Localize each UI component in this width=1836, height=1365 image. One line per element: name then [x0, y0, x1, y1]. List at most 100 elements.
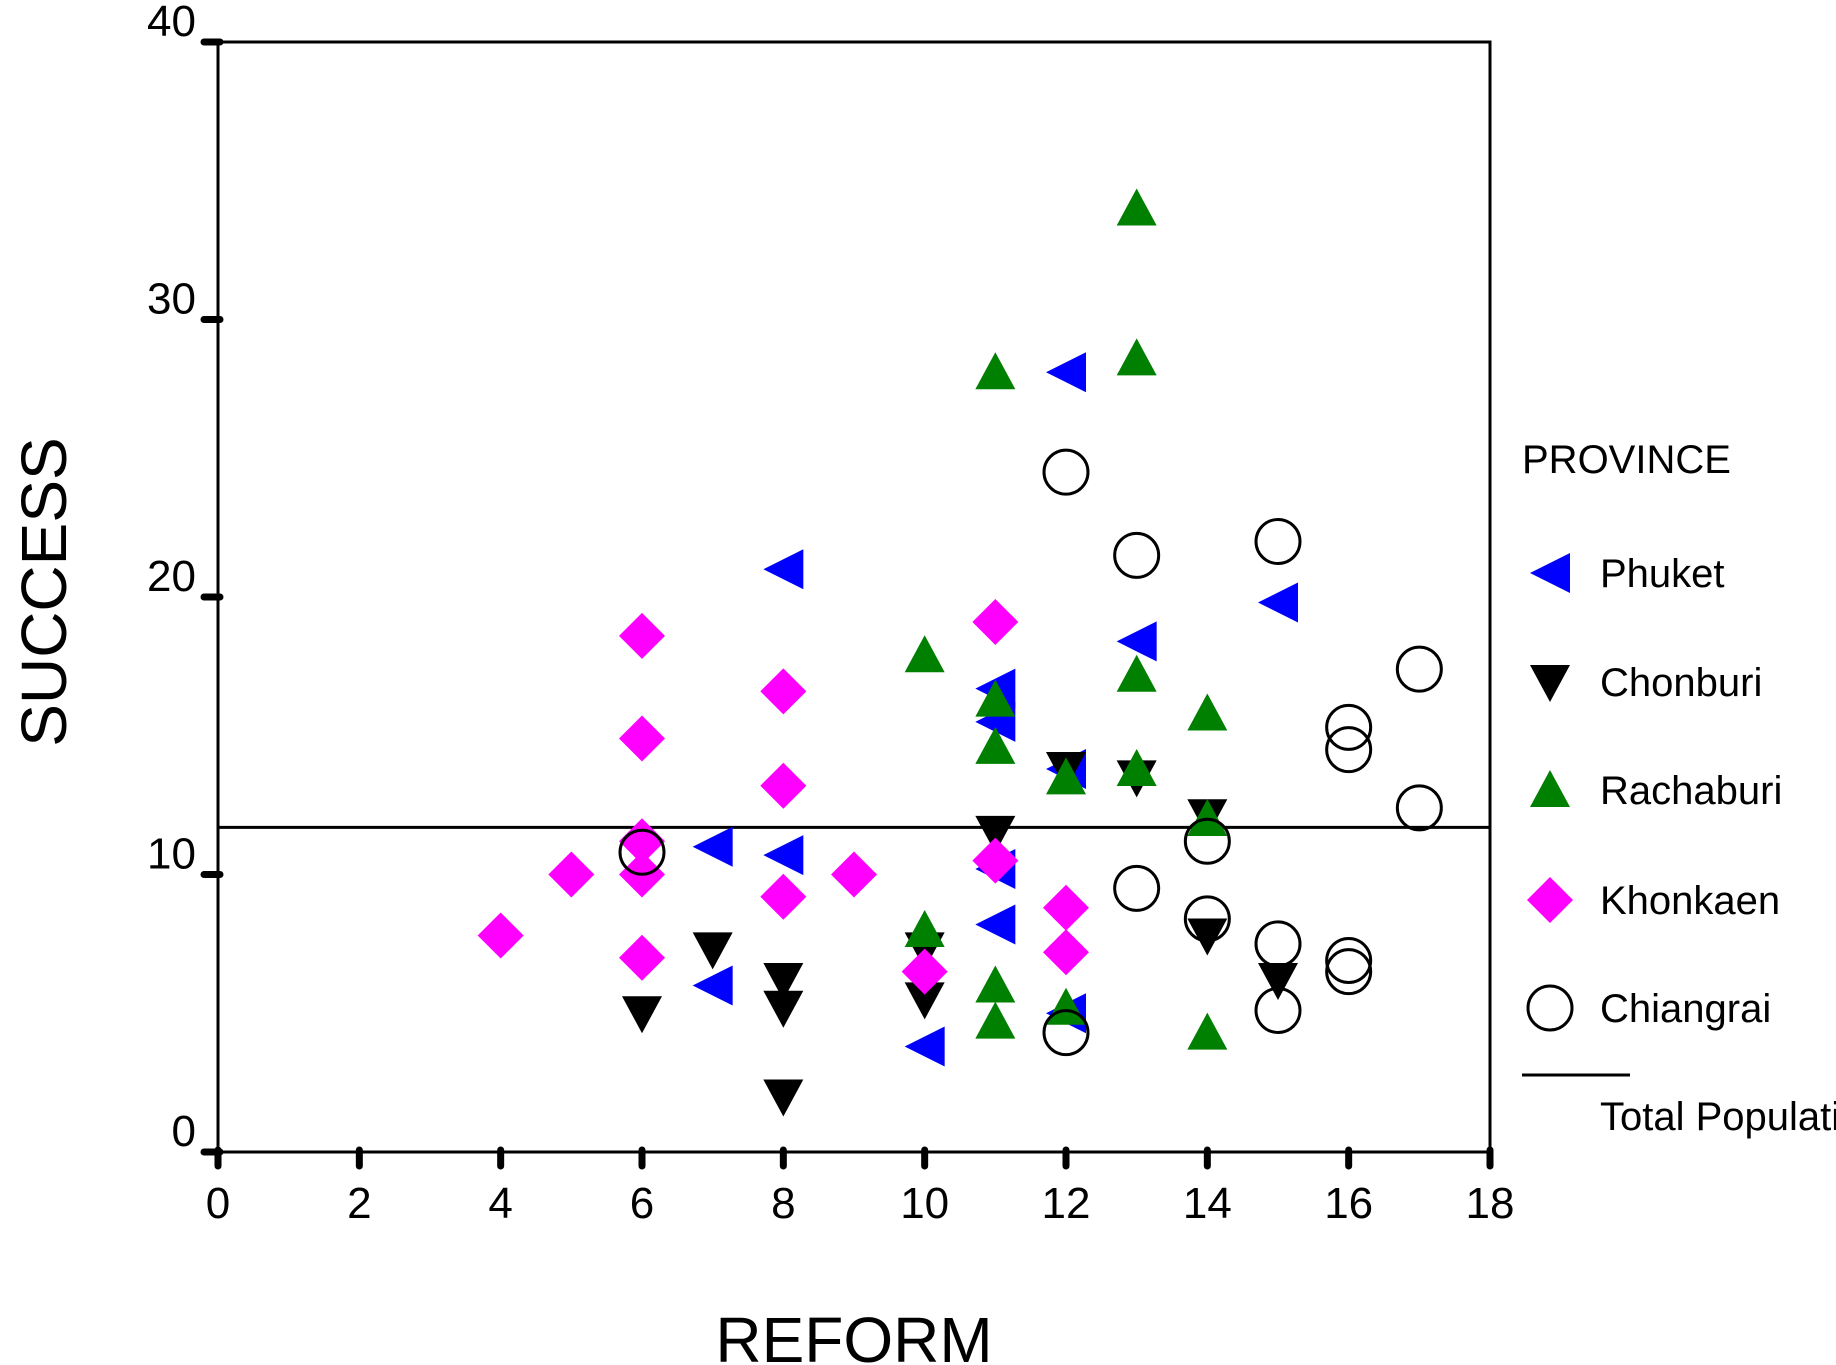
- phuket-point: [1046, 352, 1086, 393]
- legend-marker-chonburi: [1530, 665, 1570, 702]
- khonkaen-point: [760, 873, 807, 920]
- y-tick-label: 30: [147, 275, 196, 324]
- data-points: [477, 188, 1443, 1117]
- rachaburi-point: [1116, 749, 1157, 787]
- y-axis-title: SUCCESS: [8, 437, 80, 746]
- rachaburi-point: [1116, 654, 1157, 692]
- chiangrai-point: [1325, 948, 1373, 996]
- chiangrai-point: [1325, 726, 1373, 774]
- legend-label-rachaburi: Rachaburi: [1600, 769, 1782, 813]
- legend-marker-chiangrai: [1526, 984, 1574, 1032]
- legend: PROVINCE Phuket Chonburi Rachaburi Khonkaen…: [1522, 438, 1836, 1139]
- y-axis-ticks: 0 10 20 30 40: [147, 0, 224, 1156]
- rachaburi-point: [1116, 188, 1157, 226]
- x-axis-ticks: 0 2 4 6 8 10 12 14 16 18: [206, 1146, 1515, 1228]
- phuket-point: [975, 904, 1016, 945]
- phuket-point: [904, 1026, 945, 1067]
- plot-frame: [216, 40, 1492, 1154]
- legend-label-chiangrai: Chiangrai: [1600, 987, 1771, 1031]
- rachaburi-point: [1187, 1012, 1228, 1050]
- phuket-point: [1258, 582, 1298, 623]
- legend-label-chonburi: Chonburi: [1600, 661, 1762, 705]
- khonkaen-point: [548, 851, 595, 898]
- chonburi-point: [1258, 962, 1298, 1000]
- x-axis-title: REFORM: [715, 1304, 992, 1365]
- chiangrai-point: [1042, 448, 1090, 496]
- x-tick-label: 12: [1042, 1179, 1091, 1228]
- legend-marker-rachaburi: [1530, 770, 1570, 807]
- legend-label-khonkaen: Khonkaen: [1600, 879, 1780, 923]
- rachaburi-point: [1046, 757, 1086, 795]
- khonkaen-point: [477, 912, 524, 959]
- plot-border: [216, 40, 1492, 1154]
- khonkaen-point: [901, 948, 948, 995]
- khonkaen-point: [1043, 929, 1089, 976]
- y-tick-label: 20: [147, 552, 196, 601]
- khonkaen-point: [972, 598, 1019, 645]
- x-tick-label: 8: [771, 1179, 795, 1228]
- chonburi-point: [622, 996, 662, 1034]
- khonkaen-point: [619, 934, 665, 981]
- chiangrai-point: [1254, 920, 1302, 968]
- khonkaen-point: [619, 818, 665, 865]
- chiangrai-point: [1325, 703, 1373, 751]
- legend-marker-khonkaen: [1527, 877, 1573, 923]
- phuket-point: [763, 835, 804, 876]
- phuket-point: [692, 965, 733, 1006]
- khonkaen-point: [619, 715, 665, 762]
- chonburi-point: [763, 990, 804, 1028]
- rachaburi-point: [975, 679, 1016, 717]
- x-tick-label: 4: [488, 1179, 512, 1228]
- chonburi-point: [763, 962, 804, 1000]
- rachaburi-point: [1116, 338, 1157, 376]
- chiangrai-point: [1113, 864, 1161, 912]
- rachaburi-point: [975, 352, 1016, 390]
- chonburi-point: [763, 1079, 804, 1117]
- legend-marker-phuket: [1530, 553, 1570, 593]
- rachaburi-point: [1046, 987, 1086, 1025]
- khonkaen-point: [831, 851, 877, 898]
- chiangrai-point: [1113, 531, 1161, 579]
- rachaburi-point: [975, 1001, 1016, 1039]
- chiangrai-point: [1395, 645, 1443, 693]
- legend-title: PROVINCE: [1522, 438, 1731, 482]
- chonburi-point: [692, 932, 733, 970]
- legend-label-total-population: Total Population: [1600, 1095, 1836, 1139]
- chonburi-point: [975, 815, 1016, 853]
- khonkaen-point: [619, 612, 665, 659]
- rachaburi-point: [904, 635, 945, 673]
- phuket-point: [692, 826, 733, 867]
- legend-label-phuket: Phuket: [1600, 552, 1725, 596]
- x-tick-label: 16: [1324, 1179, 1373, 1228]
- chiangrai-point: [1395, 784, 1443, 832]
- y-tick-label: 0: [172, 1107, 196, 1156]
- rachaburi-point: [1187, 693, 1228, 731]
- khonkaen-point: [760, 668, 807, 715]
- chonburi-point: [904, 982, 945, 1020]
- x-tick-label: 10: [900, 1179, 949, 1228]
- rachaburi-point: [1187, 799, 1228, 836]
- khonkaen-point: [1043, 884, 1089, 931]
- chiangrai-point: [1325, 937, 1373, 985]
- rachaburi-point: [975, 726, 1016, 764]
- phuket-point: [1116, 621, 1157, 662]
- khonkaen-point: [760, 762, 807, 809]
- chiangrai-point: [1183, 817, 1231, 865]
- x-tick-label: 0: [206, 1179, 230, 1228]
- chiangrai-point: [1254, 518, 1302, 565]
- rachaburi-point: [904, 910, 945, 947]
- rachaburi-point: [975, 965, 1016, 1003]
- phuket-point: [763, 549, 804, 590]
- x-tick-label: 6: [630, 1179, 654, 1228]
- chiangrai-point: [1042, 1009, 1090, 1057]
- chiangrai-point: [618, 828, 666, 876]
- x-tick-label: 18: [1466, 1179, 1515, 1228]
- chonburi-point: [1187, 918, 1228, 956]
- khonkaen-point: [972, 837, 1019, 884]
- y-tick-label: 10: [147, 830, 196, 879]
- x-tick-label: 14: [1183, 1179, 1232, 1228]
- x-tick-label: 2: [347, 1179, 371, 1228]
- y-tick-label: 40: [147, 0, 196, 46]
- chiangrai-point: [1183, 895, 1231, 943]
